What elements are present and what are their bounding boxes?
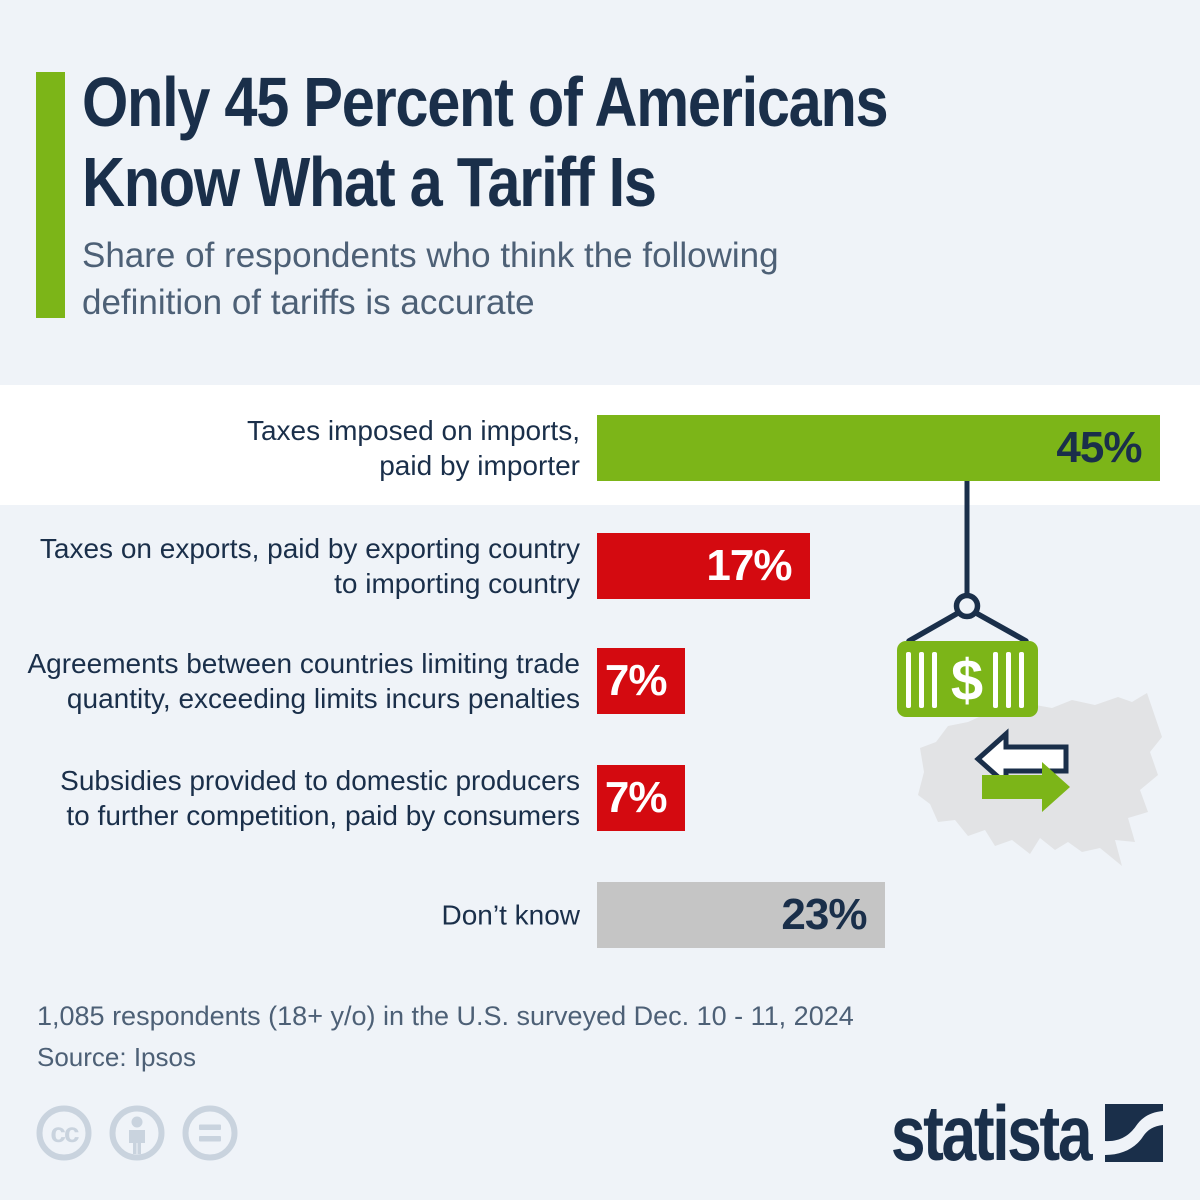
bar-value: 45%	[1056, 423, 1142, 472]
bar-label-line: Taxes on exports, paid by exporting coun…	[39, 533, 580, 564]
bar-value: 23%	[781, 890, 867, 939]
page-subtitle: Share of respondents who think the follo…	[82, 232, 779, 326]
bar-label: Subsidies provided to domestic producers…	[0, 763, 580, 833]
bar: 45%	[597, 415, 1160, 481]
chart-row: Agreements between countries limiting tr…	[0, 648, 1200, 714]
attribution-icon	[109, 1105, 165, 1161]
title-line-2: Know What a Tariff Is	[82, 143, 657, 221]
bar-value: 7%	[604, 656, 668, 705]
no-derivatives-icon	[182, 1105, 238, 1161]
bar-label-line: to further competition, paid by consumer…	[66, 800, 580, 831]
chart-row: Taxes imposed on imports, paid by import…	[0, 415, 1200, 481]
subtitle-line-1: Share of respondents who think the follo…	[82, 236, 779, 275]
cc-icon: cc	[36, 1105, 92, 1161]
bar-label: Taxes imposed on imports, paid by import…	[0, 413, 580, 483]
bar: 17%	[597, 533, 810, 599]
chart-row: Don’t know 23%	[0, 882, 1200, 948]
survey-note: 1,085 respondents (18+ y/o) in the U.S. …	[37, 1001, 854, 1031]
title-accent-bar	[36, 72, 65, 318]
bar-value: 7%	[604, 773, 668, 822]
subtitle-line-2: definition of tariffs is accurate	[82, 283, 535, 322]
statista-logo: statista	[890, 1089, 1093, 1177]
svg-text:cc: cc	[50, 1117, 79, 1148]
bar-label-line: Don’t know	[441, 899, 580, 931]
bar-value: 17%	[706, 541, 792, 590]
bar-label-line: quantity, exceeding limits incurs penalt…	[66, 683, 580, 714]
chart-row: Taxes on exports, paid by exporting coun…	[0, 533, 1200, 599]
statista-logo-mark	[1105, 1104, 1163, 1162]
bar-label-line: to importing country	[334, 568, 580, 599]
bar-label-line: paid by importer	[379, 450, 580, 481]
license-icons: cc	[33, 1102, 241, 1164]
bar: 7%	[597, 648, 685, 714]
bar-label: Agreements between countries limiting tr…	[0, 646, 580, 716]
bar-label: Taxes on exports, paid by exporting coun…	[0, 531, 580, 601]
bar: 7%	[597, 765, 685, 831]
chart-row: Subsidies provided to domestic producers…	[0, 765, 1200, 831]
bar: 23%	[597, 882, 885, 948]
bar-label-line: Taxes imposed on imports,	[246, 415, 580, 446]
source-note: Source: Ipsos	[37, 1042, 196, 1072]
bar-label-line: Subsidies provided to domestic producers	[60, 765, 580, 796]
bar-label: Don’t know	[0, 898, 580, 933]
page-title: Only 45 Percent of Americans Know What a…	[82, 62, 889, 222]
title-line-1: Only 45 Percent of Americans	[82, 63, 889, 141]
bar-label-line: Agreements between countries limiting tr…	[27, 648, 580, 679]
